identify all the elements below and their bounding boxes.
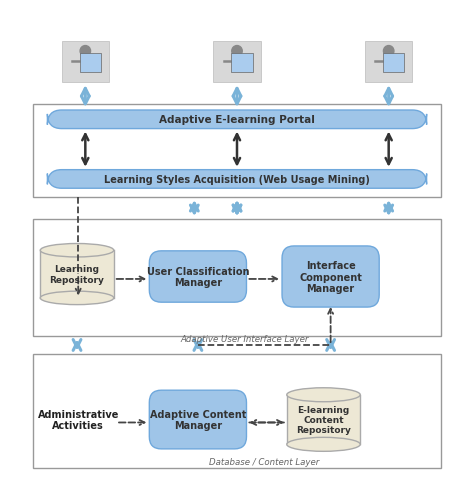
- Text: Database / Content Layer: Database / Content Layer: [209, 457, 319, 466]
- Circle shape: [383, 46, 394, 57]
- Bar: [33, 354, 441, 468]
- Bar: [365, 41, 412, 83]
- Bar: [231, 54, 253, 73]
- Bar: [383, 54, 404, 73]
- Text: E-learning
Content
Repository: E-learning Content Repository: [296, 405, 351, 434]
- Bar: [33, 220, 441, 337]
- FancyBboxPatch shape: [149, 251, 246, 303]
- Text: Learning Styles Acquisition (Web Usage Mining): Learning Styles Acquisition (Web Usage M…: [104, 175, 370, 184]
- Ellipse shape: [40, 244, 114, 258]
- Bar: [33, 105, 441, 198]
- Circle shape: [80, 46, 91, 57]
- Bar: [40, 251, 114, 298]
- FancyBboxPatch shape: [282, 246, 379, 307]
- Text: Interface
Component
Manager: Interface Component Manager: [299, 261, 362, 293]
- Ellipse shape: [287, 437, 360, 451]
- FancyBboxPatch shape: [47, 111, 427, 129]
- Text: Adaptive Content
Manager: Adaptive Content Manager: [150, 409, 246, 430]
- Text: Adaptive User Interface Layer: Adaptive User Interface Layer: [180, 334, 309, 343]
- Ellipse shape: [40, 291, 114, 305]
- Bar: [213, 41, 261, 83]
- Bar: [62, 41, 109, 83]
- Text: Adaptive E-learning Portal: Adaptive E-learning Portal: [159, 115, 315, 125]
- Circle shape: [232, 46, 242, 57]
- FancyBboxPatch shape: [47, 170, 427, 189]
- Bar: [287, 395, 360, 445]
- Ellipse shape: [287, 388, 360, 402]
- Text: Administrative
Activities: Administrative Activities: [37, 409, 119, 430]
- FancyBboxPatch shape: [149, 390, 246, 449]
- Text: Learning
Repository: Learning Repository: [50, 265, 104, 284]
- Bar: [80, 54, 101, 73]
- Text: User Classification
Manager: User Classification Manager: [146, 266, 249, 288]
